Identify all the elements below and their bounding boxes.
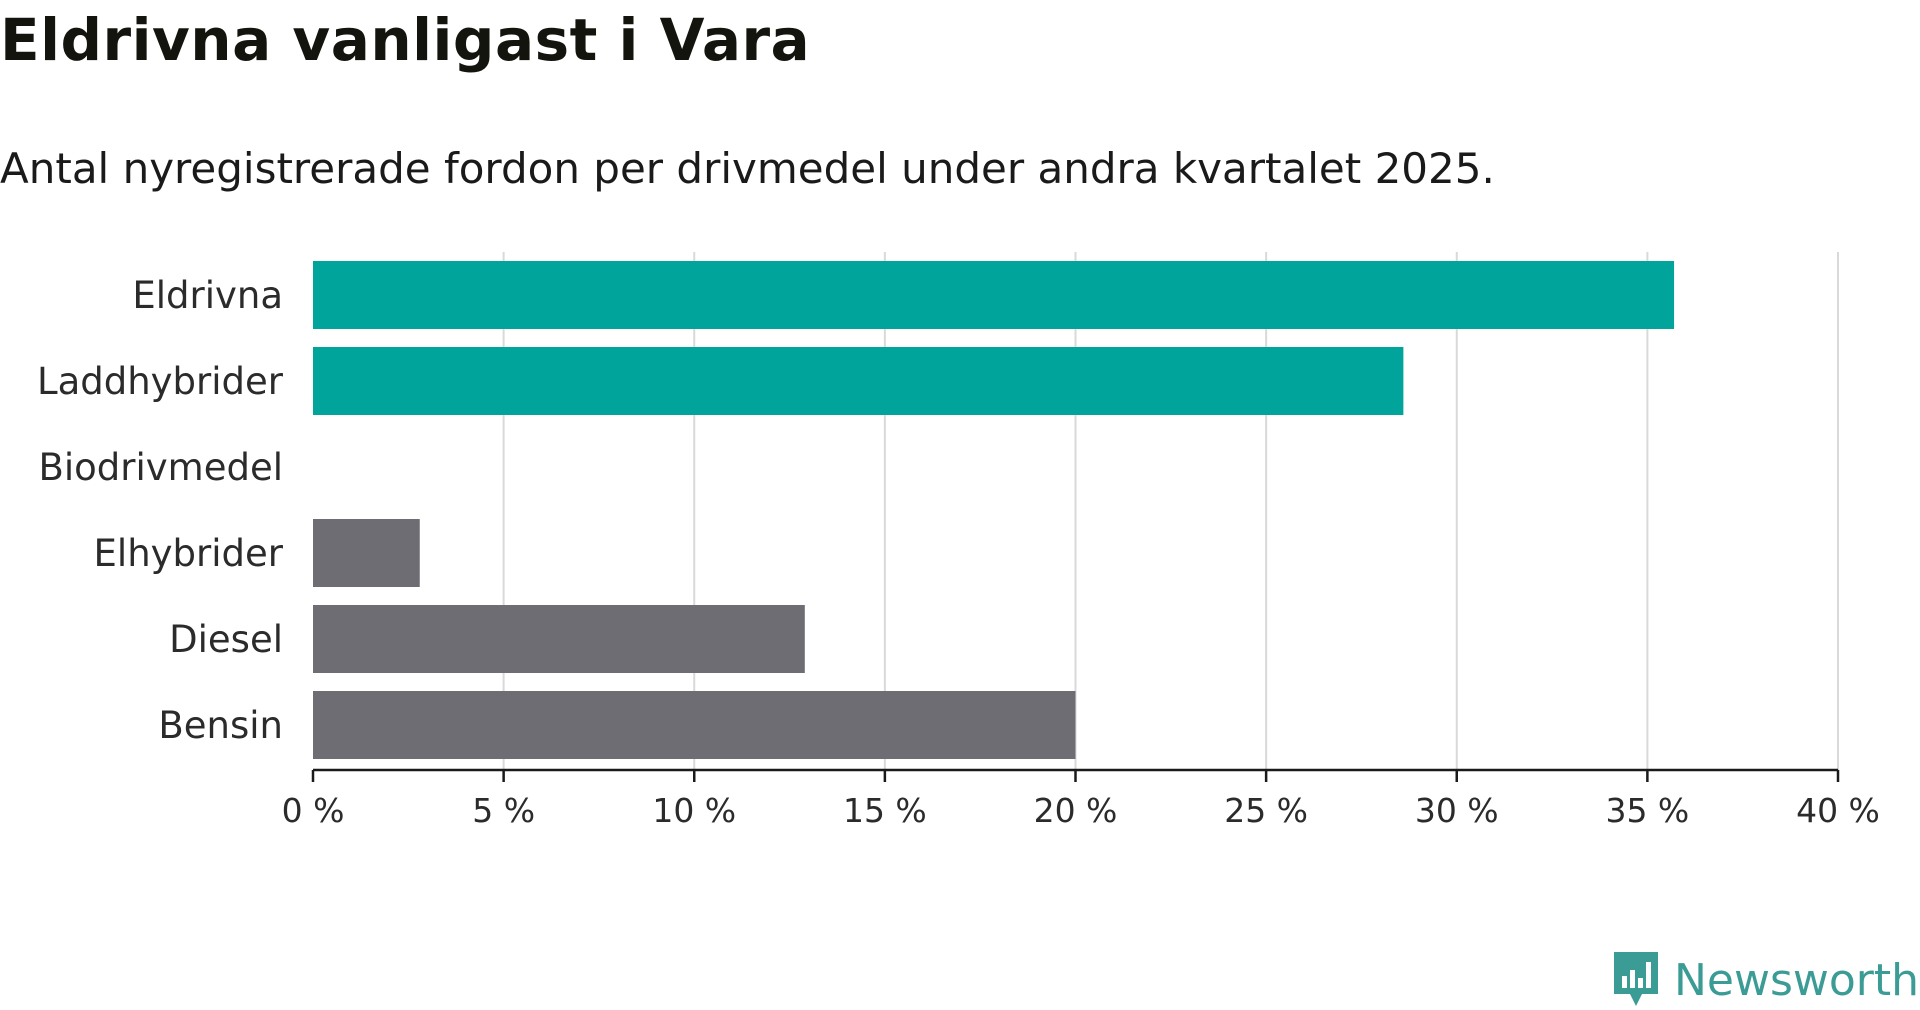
category-labels: Eldrivna Laddhybrider Biodrivmedel Elhybrid… bbox=[37, 274, 284, 747]
brand-name: Newsworthy bbox=[1674, 954, 1920, 1006]
x-tick-label: 25 % bbox=[1224, 791, 1308, 830]
bar-eldrivna bbox=[313, 261, 1675, 329]
x-tick-label: 35 % bbox=[1605, 791, 1689, 830]
newsworthy-logo-icon bbox=[1614, 952, 1658, 1006]
chart-title: Eldrivna vanligast i Vara bbox=[0, 6, 811, 74]
bar-elhybrider bbox=[313, 519, 420, 587]
category-label: Laddhybrider bbox=[37, 360, 284, 403]
x-tick-label: 10 % bbox=[652, 791, 736, 830]
bar-bensin bbox=[313, 691, 1076, 759]
x-axis: 0 % 5 % 10 % 15 % 20 % 25 % 30 % 35 % 40 % bbox=[282, 768, 1880, 830]
bar-diesel bbox=[313, 605, 805, 673]
category-label: Bensin bbox=[158, 704, 283, 747]
x-tick-label: 0 % bbox=[282, 791, 345, 830]
chart-subtitle: Antal nyregistrerade fordon per drivmede… bbox=[0, 144, 1495, 193]
category-label: Elhybrider bbox=[94, 532, 284, 575]
bars bbox=[313, 261, 1675, 759]
gridlines bbox=[502, 252, 1839, 770]
brand: Newsworthy bbox=[1612, 950, 1920, 1010]
category-label: Eldrivna bbox=[132, 274, 283, 317]
x-tick-label: 5 % bbox=[472, 791, 535, 830]
category-label: Diesel bbox=[169, 618, 283, 661]
x-tick-label: 30 % bbox=[1415, 791, 1499, 830]
category-label: Biodrivmedel bbox=[38, 446, 283, 489]
x-tick-label: 15 % bbox=[843, 791, 927, 830]
x-tick-label: 20 % bbox=[1034, 791, 1118, 830]
bar-laddhybrider bbox=[313, 347, 1404, 415]
x-tick-label: 40 % bbox=[1796, 791, 1880, 830]
